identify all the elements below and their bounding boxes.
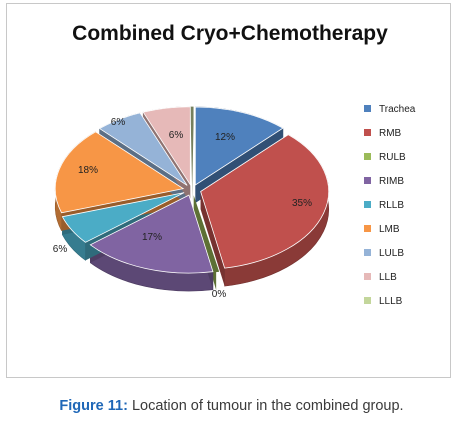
pie-slice-llb xyxy=(142,106,191,187)
pie-slice-rimb xyxy=(89,194,214,274)
data-label-rmb: 35% xyxy=(292,198,312,209)
data-label-rllb: 6% xyxy=(53,244,68,255)
pie-chart: Combined Cryo+Chemotherapy 12% 35% 0% 17% 6%… xyxy=(53,22,416,307)
data-labels: 12% 35% 0% 17% 6% 18% 6% 6% xyxy=(53,117,312,300)
legend-label-rmb: RMB xyxy=(379,128,402,139)
legend-swatch-lmb xyxy=(364,225,371,232)
chart-title: Combined Cryo+Chemotherapy xyxy=(72,22,388,45)
legend-swatch-lulb xyxy=(364,249,371,256)
pie-slice-lllb xyxy=(190,106,194,203)
legend-label-rllb: RLLB xyxy=(379,200,404,211)
legend-label-lmb: LMB xyxy=(379,224,400,235)
legend-label-rimb: RIMB xyxy=(379,176,404,187)
figure-caption: Figure 11: Location of tumour in the com… xyxy=(0,398,463,414)
caption-text: Location of tumour in the combined group… xyxy=(131,398,404,414)
data-label-lulb: 6% xyxy=(111,117,126,128)
legend: Trachea RMB RULB RIMB RLLB LMB LULB LLB LLLB xyxy=(364,104,416,307)
legend-swatch-rmb xyxy=(364,129,371,136)
pie-slice-wall-rmb xyxy=(200,191,225,287)
data-label-rimb: 17% xyxy=(142,232,162,243)
pie-slice-lulb xyxy=(98,112,188,186)
pie-slice-lmb xyxy=(54,131,185,214)
caption-label: Figure 11: xyxy=(59,398,128,414)
legend-label-lllb: LLLB xyxy=(379,296,403,307)
legend-label-llb: LLB xyxy=(379,272,397,283)
legend-label-trachea: Trachea xyxy=(379,104,416,115)
legend-label-lulb: LULB xyxy=(379,248,404,259)
legend-swatch-rllb xyxy=(364,201,371,208)
data-label-trachea: 12% xyxy=(215,132,235,143)
data-label-rulb: 0% xyxy=(212,289,227,300)
data-label-lmb: 18% xyxy=(78,165,98,176)
legend-label-rulb: RULB xyxy=(379,152,406,163)
legend-swatch-rimb xyxy=(364,177,371,184)
legend-swatch-rulb xyxy=(364,153,371,160)
pie-slice-rllb xyxy=(61,192,185,243)
legend-swatch-lllb xyxy=(364,297,371,304)
pie-slice-tops xyxy=(54,106,330,274)
legend-swatch-trachea xyxy=(364,105,371,112)
pie-slice-rmb xyxy=(200,134,330,269)
legend-swatch-llb xyxy=(364,273,371,280)
pie-slice-rulb xyxy=(193,195,220,291)
data-label-llb: 6% xyxy=(169,130,184,141)
pie-slice-trachea xyxy=(194,106,284,186)
